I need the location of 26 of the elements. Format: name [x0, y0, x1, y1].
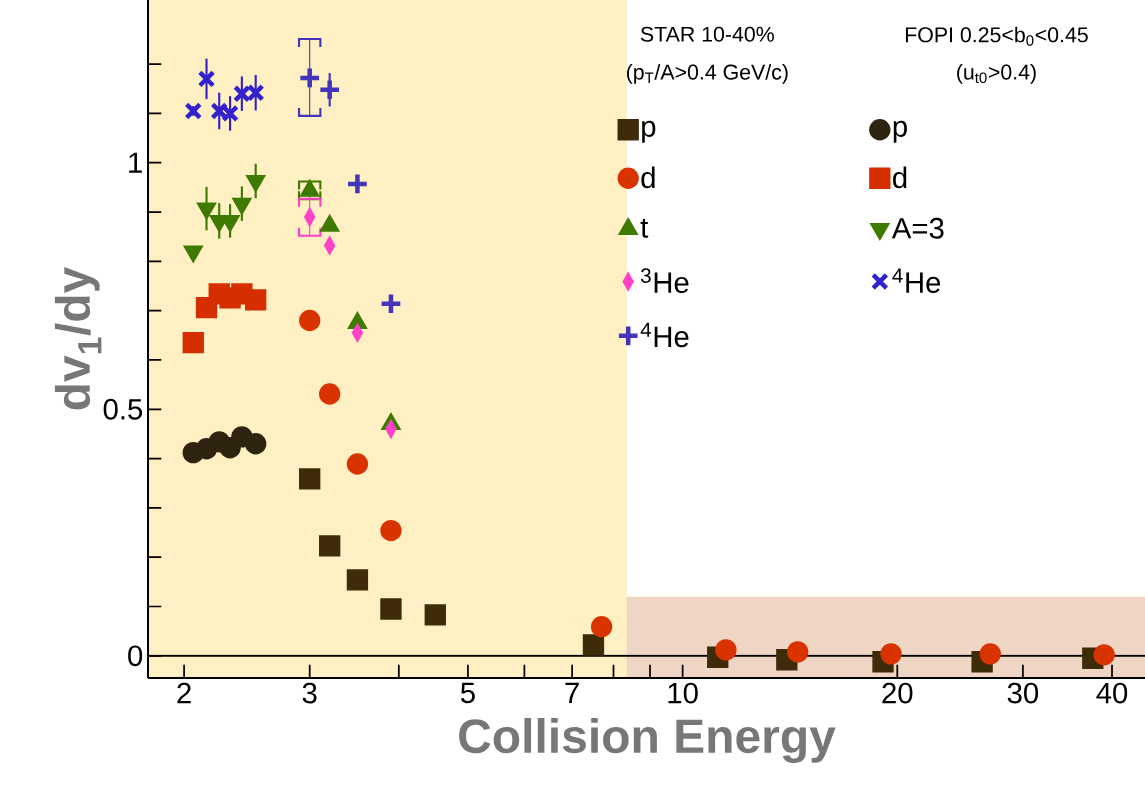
legend-label: p [893, 120, 907, 143]
x-tick-label: 5 [460, 682, 475, 704]
x-tick-label: 10 [668, 682, 698, 704]
legend-label: $^{3}$He [640, 268, 689, 294]
x-tick-label: 7 [565, 682, 579, 703]
x-tick-label: 40 [1096, 682, 1128, 704]
y-axis-title: dv$_{1}$/dy [54, 266, 102, 410]
annotation: STAR 10-40% [640, 26, 774, 42]
y-tick-label: 1 [129, 152, 142, 173]
legend-label: d [893, 166, 907, 189]
x-tick-label: 30 [1007, 682, 1039, 704]
annotation: (p$_{T}$/A>0.4 GeV/c) [626, 63, 788, 84]
legend-label: $^{4}$He [892, 268, 941, 293]
legend-label: t [640, 218, 649, 238]
legend-label: p [642, 120, 656, 143]
y-tick-label: 0.5 [103, 398, 143, 420]
legend-label: A=3 [891, 217, 944, 239]
legend-label: d [641, 166, 655, 189]
x-tick-label: 3 [302, 682, 317, 704]
annotation: (u$_{t0}$>0.4) [957, 63, 1036, 84]
x-axis-title: Collision Energy [459, 717, 836, 763]
y-tick-label: 0 [128, 645, 143, 667]
annotation: FOPI 0.25<b$_{0}$<0.45 [905, 26, 1088, 46]
x-tick-label: 2 [177, 682, 191, 704]
x-tick-label: 20 [882, 682, 913, 704]
legend-label: $^{4}$He [640, 322, 689, 348]
